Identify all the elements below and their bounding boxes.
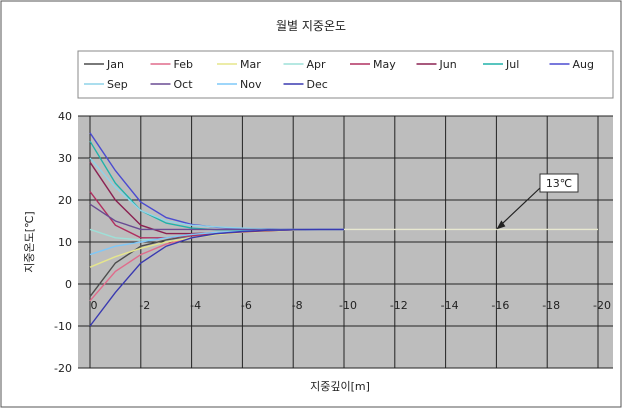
legend-label: Dec [307, 78, 328, 91]
x-axis-label: 지중깊이[m] [310, 380, 370, 393]
annotation-box [539, 173, 579, 193]
legend-label: Feb [174, 58, 193, 71]
annotation-arrow [499, 187, 541, 226]
x-tick-label: -18 [542, 299, 560, 312]
legend-box [77, 50, 614, 99]
x-tick-label: -12 [390, 299, 408, 312]
legend-label: Mar [240, 58, 261, 71]
y-tick-label: 10 [58, 236, 72, 249]
x-tick-label: -10 [339, 299, 357, 312]
legend-label: Oct [174, 78, 194, 91]
y-tick-label: 20 [58, 194, 72, 207]
legend-label: Sep [107, 78, 128, 91]
y-tick-label: -10 [54, 320, 72, 333]
x-tick-label: -6 [241, 299, 252, 312]
annotation: 13℃ [496, 173, 579, 230]
x-tick-label: -8 [292, 299, 303, 312]
x-tick-label: -4 [190, 299, 201, 312]
annotation-text: 13℃ [546, 177, 572, 190]
legend-label: May [373, 58, 396, 71]
x-ticks: 0 -2 -4 -6 -8 -10 -12 -14 -16 -18 -20 [91, 299, 611, 312]
legend-label: Aug [573, 58, 594, 71]
y-axis-label: 지중온도[℃] [23, 211, 36, 272]
x-tick-label: -2 [139, 299, 150, 312]
x-tick-label: 0 [91, 299, 98, 312]
legend-label: Jan [106, 58, 124, 71]
y-tick-label: 0 [65, 278, 72, 291]
legend-label: Apr [307, 58, 327, 71]
legend-label: Jun [439, 58, 457, 71]
legend: Jan Feb Mar Apr May Jun Jul Aug Sep Oct Nov Dec [84, 58, 594, 91]
legend-label: Jul [505, 58, 519, 71]
series-line-dec [89, 228, 344, 327]
x-tick-label: -16 [491, 299, 509, 312]
annotation-arrowhead [496, 220, 506, 230]
y-tick-label: 40 [58, 110, 72, 123]
x-tick-label: -20 [593, 299, 611, 312]
y-tick-label: -20 [54, 362, 72, 375]
legend-label: Nov [240, 78, 262, 91]
x-tick-label: -14 [441, 299, 459, 312]
series-group [89, 132, 598, 327]
chart-title: 월별 지중온도 [276, 19, 346, 33]
y-tick-label: 30 [58, 152, 72, 165]
y-ticks: 40 30 20 10 0 -10 -20 [54, 110, 72, 375]
